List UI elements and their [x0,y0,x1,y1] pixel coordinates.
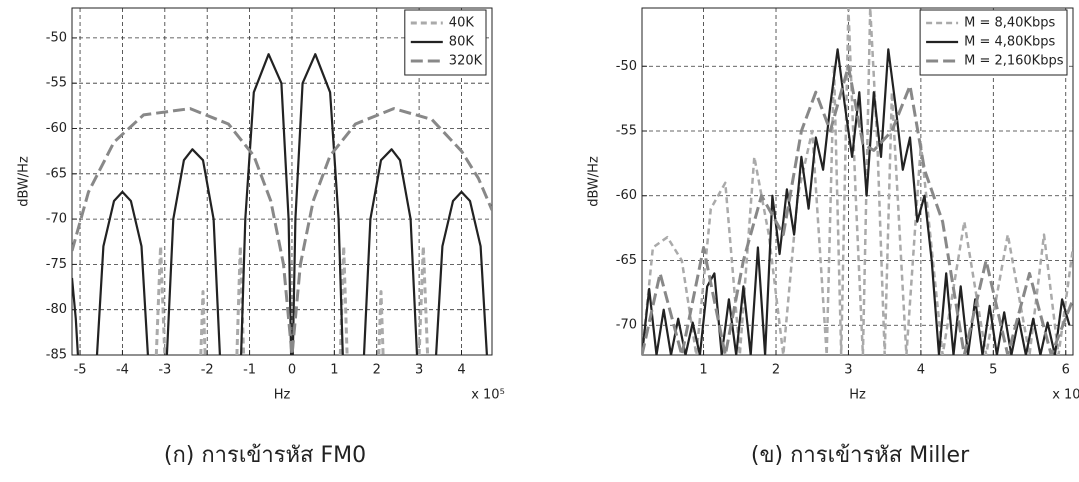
legend: M = 8,40Kbps M = 4,80Kbps M = 2,160Kbps [920,10,1067,75]
chart: -5 -4 -3 -2 -1 0 1 2 3 4 -85 -80 -75 -70 -65 -60 -55 -50 4… [17,8,505,468]
legend: 40K 80K 320K [405,10,486,75]
x-tick-label: 6 [1062,363,1070,378]
y-tick-label: -55 [46,76,67,91]
x-tick-label: 1 [330,363,338,378]
y-tick-label: -65 [616,253,637,268]
x-tick-label: 2 [373,363,381,378]
legend-label: M = 4,80Kbps [964,35,1055,50]
y-tick-label: -55 [616,124,637,139]
x-tick-label: -5 [74,363,87,378]
y-tick-label: -65 [46,166,67,181]
series-line [72,109,492,355]
y-tick-label: -70 [46,212,67,227]
x-tick-label: 4 [457,363,465,378]
y-axis-label: dBW/Hz [17,156,32,207]
y-tick-label: -75 [46,257,67,272]
figure: -5 -4 -3 -2 -1 0 1 2 3 4 -85 -80 -75 -70 -65 -60 -55 -50 4… [0,0,1079,482]
y-tick-label: -80 [46,302,67,317]
legend-label: M = 2,160Kbps [964,54,1064,69]
x-multiplier: x 10⁵ [471,388,505,403]
x-tick-label: 3 [415,363,423,378]
y-tick-label: -60 [616,188,637,203]
x-tick-label: 0 [288,363,296,378]
x-tick-label: 2 [772,363,780,378]
y-tick-label: -85 [46,348,67,363]
legend-label: 80K [449,35,475,50]
x-tick-label: -3 [158,363,171,378]
series-line [642,49,1069,355]
x-tick-label: -2 [201,363,214,378]
legend-label: M = 8,40Kbps [964,16,1055,31]
caption: (ก) การเข้ารหัส FM0 [164,443,366,468]
x-multiplier: x 10⁵ [1052,388,1079,403]
y-tick-label: -70 [616,318,637,333]
caption: (ข) การเข้ารหัส Miller [751,443,970,468]
y-tick-label: -50 [616,59,637,74]
x-axis-label: Hz [274,388,291,403]
x-tick-label: -1 [243,363,256,378]
y-tick-label: -50 [46,30,67,45]
x-axis-label: Hz [849,388,866,403]
legend-label: 320K [449,54,483,69]
x-tick-label: -4 [116,363,129,378]
y-tick-label: -60 [46,121,67,136]
chart: 1 2 3 4 5 6 -70 -65 -60 -55 -50 M = 8,40Kbps M = 4,8… [587,8,1079,468]
x-tick-label: 1 [699,363,707,378]
y-axis-label: dBW/Hz [587,156,602,207]
x-tick-label: 4 [917,363,925,378]
legend-label: 40K [449,16,475,31]
x-tick-label: 3 [844,363,852,378]
x-tick-label: 5 [989,363,997,378]
